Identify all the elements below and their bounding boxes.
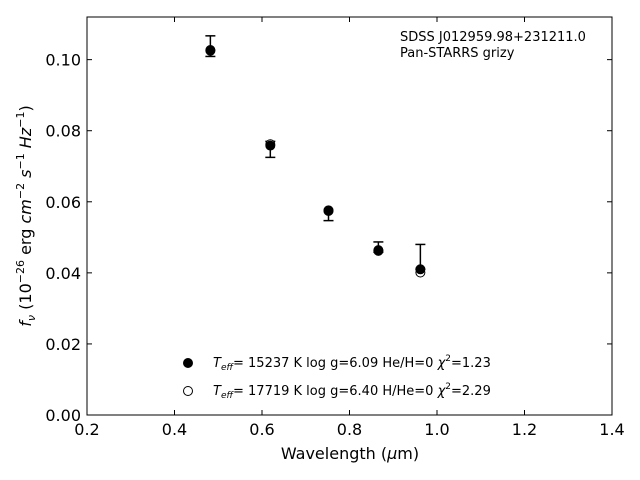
x-tick-label: 1.4	[599, 420, 624, 439]
y-axis-label: fν (10−26 erg cm−2 s−1 Hz−1)	[14, 105, 38, 326]
x-tick-label: 0.2	[74, 420, 99, 439]
x-tick-label: 1.2	[512, 420, 537, 439]
axis-ticks: 0.2 0.4 0.6 0.8 1.0 1.2 1.4 0.00 0.02 0.04 0.06 0.0…	[45, 17, 625, 439]
y-tick-label: 0.02	[45, 335, 81, 354]
x-tick-label: 0.8	[337, 420, 362, 439]
legend-marker-open	[183, 386, 193, 396]
y-tick-label: 0.00	[45, 406, 81, 425]
model-point-filled	[373, 245, 384, 256]
x-axis-label: Wavelength (μm)	[281, 444, 419, 463]
plot-content	[205, 35, 426, 278]
model-point-filled	[415, 264, 426, 275]
x-tick-label: 0.6	[249, 420, 274, 439]
y-tick-label: 0.04	[45, 264, 81, 283]
legend-label-filled: Teff= 15237 K log g=6.09 He/H=0 χ2=1.23	[213, 354, 491, 373]
model-point-filled	[323, 206, 334, 217]
legend: Teff= 15237 K log g=6.09 He/H=0 χ2=1.23 …	[183, 354, 491, 401]
model-point-filled	[265, 140, 276, 151]
annotation-object: SDSS J012959.98+231211.0	[400, 30, 586, 45]
legend-marker-filled	[183, 358, 193, 368]
x-tick-label: 1.0	[424, 420, 449, 439]
y-tick-label: 0.10	[45, 51, 81, 70]
annotation-survey: Pan-STARRS grizy	[400, 46, 515, 61]
legend-label-open: Teff= 17719 K log g=6.40 H/He=0 χ2=2.29	[213, 382, 491, 401]
y-tick-label: 0.06	[45, 193, 81, 212]
y-tick-label: 0.08	[45, 122, 81, 141]
x-tick-label: 0.4	[162, 420, 187, 439]
model-point-filled	[205, 45, 216, 56]
